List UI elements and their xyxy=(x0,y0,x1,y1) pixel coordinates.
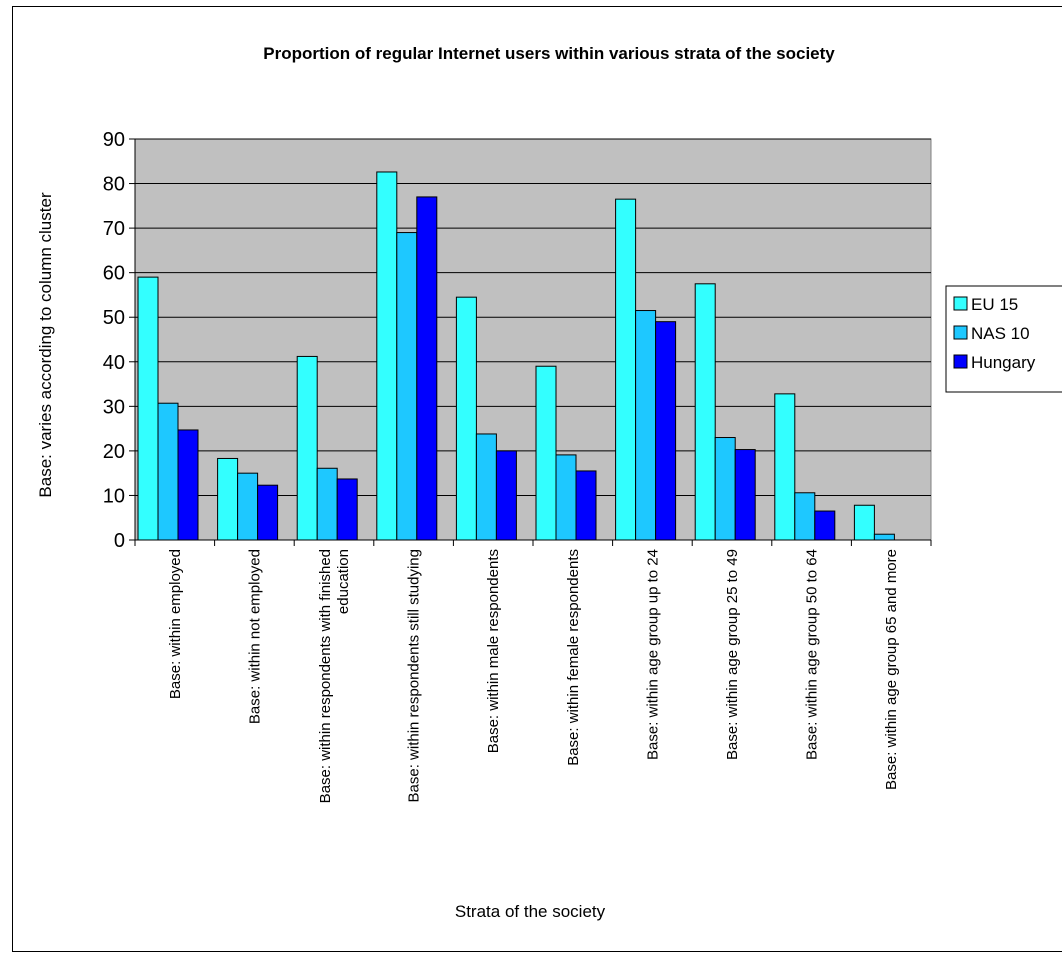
y-axis-label: Base: varies according to column cluster xyxy=(36,192,55,498)
chart-frame: Proportion of regular Internet users wit… xyxy=(12,6,1062,952)
bar-nas-10 xyxy=(396,232,418,541)
category-label: Base: within not employed xyxy=(246,549,263,724)
chart: Proportion of regular Internet users wit… xyxy=(36,44,1062,921)
bar-hungary xyxy=(257,484,279,541)
category-label-line: Base: within age group 25 to 49 xyxy=(724,549,741,760)
bar-hungary xyxy=(655,321,677,541)
category-label-line: Base: within not employed xyxy=(246,549,263,724)
category-label-line: Base: within age group 65 and more xyxy=(883,549,900,790)
bar-hungary xyxy=(575,470,597,541)
category-label: Base: within respondents still studying xyxy=(406,549,423,802)
bar-hungary xyxy=(734,449,756,541)
category-label-line: Base: within respondents still studying xyxy=(406,549,423,802)
y-tick-label: 70 xyxy=(103,218,125,240)
category-label: Base: within male respondents xyxy=(485,549,502,753)
bar-eu-15 xyxy=(217,457,239,541)
legend-swatch xyxy=(953,354,968,369)
x-axis-label: Strata of the society xyxy=(455,902,606,921)
y-tick-label: 30 xyxy=(103,396,125,418)
bar-hungary xyxy=(336,478,358,541)
bar-eu-15 xyxy=(296,355,318,541)
category-label-line: education xyxy=(335,549,352,614)
category-label-line: Base: within employed xyxy=(167,549,184,699)
category-label-line: Base: within male respondents xyxy=(485,549,502,753)
category-label: Base: within employed xyxy=(167,549,184,699)
bar-nas-10 xyxy=(237,472,259,541)
plot-background xyxy=(134,138,932,541)
bar-eu-15 xyxy=(376,171,398,541)
bar-nas-10 xyxy=(873,533,895,541)
legend: EU 15 NAS 10 Hungary xyxy=(945,285,1062,393)
y-tick-label: 20 xyxy=(103,441,125,463)
legend-label: NAS 10 xyxy=(971,324,1030,343)
category-label-line: Base: within female respondents xyxy=(565,549,582,766)
bar-hungary xyxy=(416,196,438,541)
y-tick-label: 50 xyxy=(103,307,125,329)
bar-eu-15 xyxy=(455,296,477,541)
y-tick-label: 90 xyxy=(103,129,125,151)
legend-label: EU 15 xyxy=(971,295,1018,314)
bar-nas-10 xyxy=(157,402,179,541)
bar-nas-10 xyxy=(555,454,577,541)
bar-hungary xyxy=(814,510,836,541)
bar-nas-10 xyxy=(714,437,736,541)
legend-swatch xyxy=(953,296,968,311)
bar-nas-10 xyxy=(316,467,338,541)
plot-area: 0 10 20 30 40 50 60 70 80 90 Base: within employed… xyxy=(103,129,932,803)
legend-label: Hungary xyxy=(971,353,1036,372)
legend-swatch xyxy=(953,325,968,340)
bar-nas-10 xyxy=(794,492,816,541)
bar-eu-15 xyxy=(853,504,875,541)
category-label: Base: within age group 25 to 49 xyxy=(724,549,741,760)
category-label: Base: within female respondents xyxy=(565,549,582,766)
bar-eu-15 xyxy=(615,198,637,541)
y-tick-label: 10 xyxy=(103,485,125,507)
bar-hungary xyxy=(177,429,199,541)
bar-nas-10 xyxy=(635,310,657,541)
category-label-line: Base: within age group 50 to 64 xyxy=(804,549,821,760)
bar-eu-15 xyxy=(535,365,557,541)
y-tick-label: 80 xyxy=(103,174,125,196)
bar-eu-15 xyxy=(694,283,716,541)
category-label-line: Base: within respondents with finished xyxy=(317,549,334,803)
bar-hungary xyxy=(495,450,517,541)
y-tick-label: 0 xyxy=(114,530,125,552)
category-label: Base: within age group 50 to 64 xyxy=(804,549,821,760)
category-label: Base: within age group up to 24 xyxy=(644,549,661,760)
category-label: Base: within respondents with finished ed… xyxy=(317,549,352,803)
y-tick-label: 60 xyxy=(103,263,125,285)
y-tick-label: 40 xyxy=(103,352,125,374)
bar-eu-15 xyxy=(137,276,159,541)
bar-eu-15 xyxy=(774,393,796,541)
bar-nas-10 xyxy=(475,433,497,541)
chart-title: Proportion of regular Internet users wit… xyxy=(263,44,835,63)
category-label-line: Base: within age group up to 24 xyxy=(644,549,661,760)
category-label: Base: within age group 65 and more xyxy=(883,549,900,790)
